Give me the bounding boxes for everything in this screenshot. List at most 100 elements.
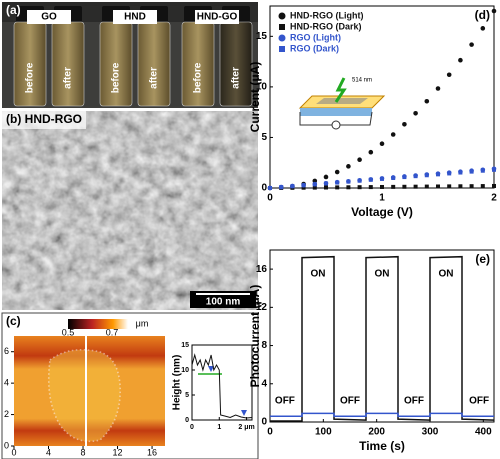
data-point bbox=[402, 175, 407, 180]
y-tick-label: 15 bbox=[256, 31, 268, 42]
data-point bbox=[268, 186, 272, 190]
y-tick-label: 0 bbox=[4, 440, 9, 450]
y-tick-label: 5 bbox=[185, 392, 189, 399]
legend-label: HND-RGO (Dark) bbox=[290, 21, 362, 31]
data-point bbox=[469, 42, 474, 47]
device-schematic: 514 nm bbox=[298, 77, 386, 130]
data-point bbox=[391, 175, 396, 180]
data-point bbox=[357, 185, 362, 190]
data-point bbox=[290, 184, 295, 189]
legend-label: RGO (Light) bbox=[290, 32, 341, 42]
tag bbox=[195, 10, 239, 24]
data-point bbox=[357, 178, 362, 183]
vial-label: after bbox=[63, 67, 74, 89]
y-tick-label: 0 bbox=[185, 417, 189, 424]
x-tick-label: 0 bbox=[190, 424, 194, 431]
data-point bbox=[435, 86, 441, 91]
plot-frame bbox=[191, 344, 253, 421]
data-point bbox=[480, 26, 486, 31]
data-point bbox=[480, 184, 485, 189]
legend-marker bbox=[279, 46, 285, 52]
data-point bbox=[312, 185, 317, 190]
vial-label: before bbox=[111, 62, 122, 93]
colorbar-unit: μm bbox=[136, 318, 149, 328]
data-point bbox=[368, 185, 373, 190]
data-point bbox=[346, 179, 351, 184]
panel-label: (a) bbox=[6, 3, 21, 17]
flake-outline bbox=[47, 349, 121, 443]
laser bbox=[334, 77, 347, 103]
data-point bbox=[323, 174, 329, 180]
x-tick-label: 0 bbox=[267, 193, 273, 204]
legend-marker bbox=[278, 34, 286, 42]
data-point bbox=[446, 72, 452, 78]
panel-label: (d) bbox=[475, 8, 490, 22]
y-tick-label: 2 bbox=[4, 409, 9, 419]
y-tick-label: 4 bbox=[4, 378, 9, 388]
x-tick-label: 200 bbox=[368, 427, 385, 438]
substrate-side bbox=[300, 108, 372, 116]
x-tick-label: 12 bbox=[113, 447, 123, 457]
data-point bbox=[324, 181, 328, 186]
tem-texture bbox=[2, 111, 258, 310]
data-point bbox=[458, 184, 463, 189]
label-bg bbox=[2, 111, 86, 129]
data-point bbox=[436, 184, 440, 189]
data-point bbox=[301, 185, 306, 190]
data-point bbox=[301, 183, 306, 188]
data-point bbox=[413, 174, 418, 179]
plot-frame bbox=[269, 249, 495, 423]
data-line bbox=[270, 255, 495, 422]
annotation: ON bbox=[375, 269, 390, 280]
data-point bbox=[447, 184, 452, 189]
data-point bbox=[335, 180, 340, 185]
data-point bbox=[480, 168, 485, 173]
wavelength: 514 nm bbox=[352, 78, 372, 84]
tag bbox=[113, 10, 157, 24]
y-axis-label: Current (μA) bbox=[248, 62, 262, 133]
legend-marker bbox=[278, 12, 286, 20]
y-tick-label: 12 bbox=[256, 302, 268, 313]
data-point bbox=[380, 176, 384, 181]
vial-label: before bbox=[25, 62, 36, 93]
data-point bbox=[368, 177, 373, 182]
data-point bbox=[380, 184, 384, 189]
group-label: HND-GO bbox=[197, 12, 238, 23]
colorbar-label: 0.7 bbox=[106, 327, 119, 337]
data-line bbox=[191, 353, 253, 419]
vial bbox=[51, 21, 85, 107]
annotation: OFF bbox=[275, 396, 295, 407]
x-tick-label: 400 bbox=[475, 427, 492, 438]
data-point bbox=[346, 185, 351, 190]
legend-label: HND-RGO (Light) bbox=[290, 10, 363, 20]
x-tick-label: 2 bbox=[491, 193, 497, 204]
data-point bbox=[357, 157, 362, 162]
x-axis-label: Voltage (V) bbox=[351, 205, 413, 219]
y-tick-label: 16 bbox=[256, 264, 268, 275]
data-point bbox=[324, 185, 328, 190]
x-tick-label: 100 bbox=[315, 427, 332, 438]
data-point bbox=[368, 149, 374, 155]
data-point bbox=[391, 184, 396, 189]
panel-label: (c) bbox=[6, 314, 21, 328]
data-point bbox=[390, 132, 396, 137]
scale-label: 100 nm bbox=[206, 297, 241, 308]
y-tick-label: 15 bbox=[181, 342, 189, 349]
panel-b: (b) HND-RGO 100 nm bbox=[2, 111, 258, 310]
data-point bbox=[436, 172, 440, 177]
cursor-marker bbox=[208, 366, 247, 416]
data-point bbox=[491, 8, 497, 14]
annotation: ON bbox=[311, 269, 326, 280]
data-point bbox=[334, 169, 340, 175]
y-tick-label: 6 bbox=[4, 346, 9, 356]
colorbar bbox=[68, 319, 128, 329]
y-axis-label: Height (nm) bbox=[172, 355, 183, 411]
scale-bg bbox=[190, 291, 256, 308]
tag bbox=[27, 10, 71, 24]
data-point bbox=[492, 183, 496, 188]
annotation: OFF bbox=[340, 396, 360, 407]
ammeter bbox=[331, 120, 341, 130]
panel-a: before after before after before after GO HND HN… bbox=[2, 2, 258, 108]
annotation: OFF bbox=[469, 396, 489, 407]
